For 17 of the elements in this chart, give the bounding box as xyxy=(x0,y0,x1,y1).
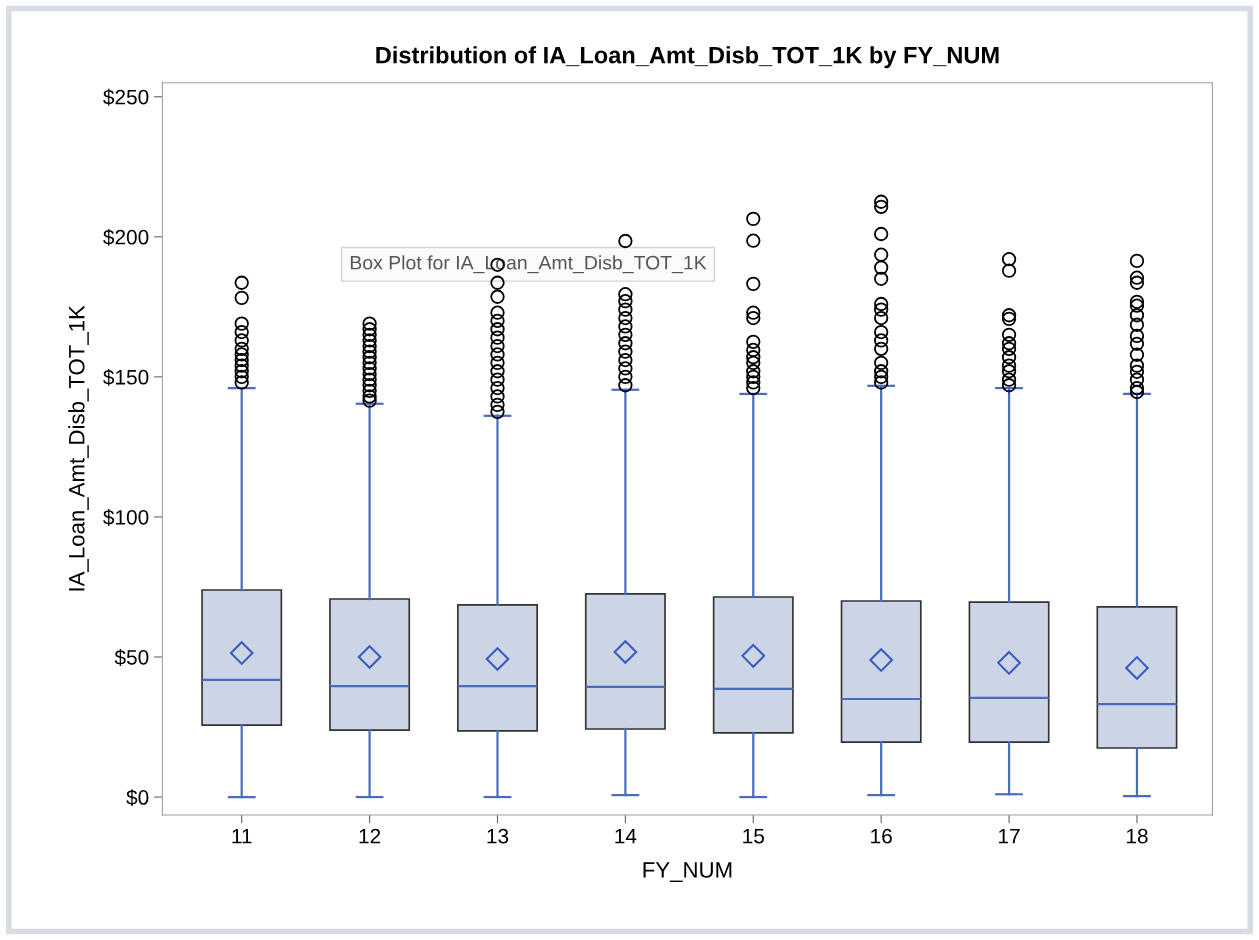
x-tick-label: 14 xyxy=(615,828,637,844)
y-tick-label: $200 xyxy=(103,228,149,246)
y-tick-label: $100 xyxy=(103,509,149,526)
x-tick-label: 16 xyxy=(871,828,892,844)
y-tick-label: $150 xyxy=(103,368,149,386)
x-tick-label: 17 xyxy=(999,828,1020,844)
x-tick-label: 13 xyxy=(487,828,509,844)
x-tick-label: 15 xyxy=(743,828,764,844)
y-tick-label: $250 xyxy=(103,88,149,106)
y-axis-title: IA_Loan_Amt_Disb_TOT_1K xyxy=(68,305,89,591)
x-tick-label: 11 xyxy=(232,828,252,844)
y-tick-label: $50 xyxy=(114,649,149,666)
y-tick-label: $0 xyxy=(126,789,149,807)
x-axis-title: FY_NUM xyxy=(643,862,732,882)
x-tick-label: 12 xyxy=(359,828,381,844)
x-tick-label: 18 xyxy=(1126,828,1148,844)
chart-title: Distribution of IA_Loan_Amt_Disb_TOT_1K by FY_NUM xyxy=(376,46,999,69)
